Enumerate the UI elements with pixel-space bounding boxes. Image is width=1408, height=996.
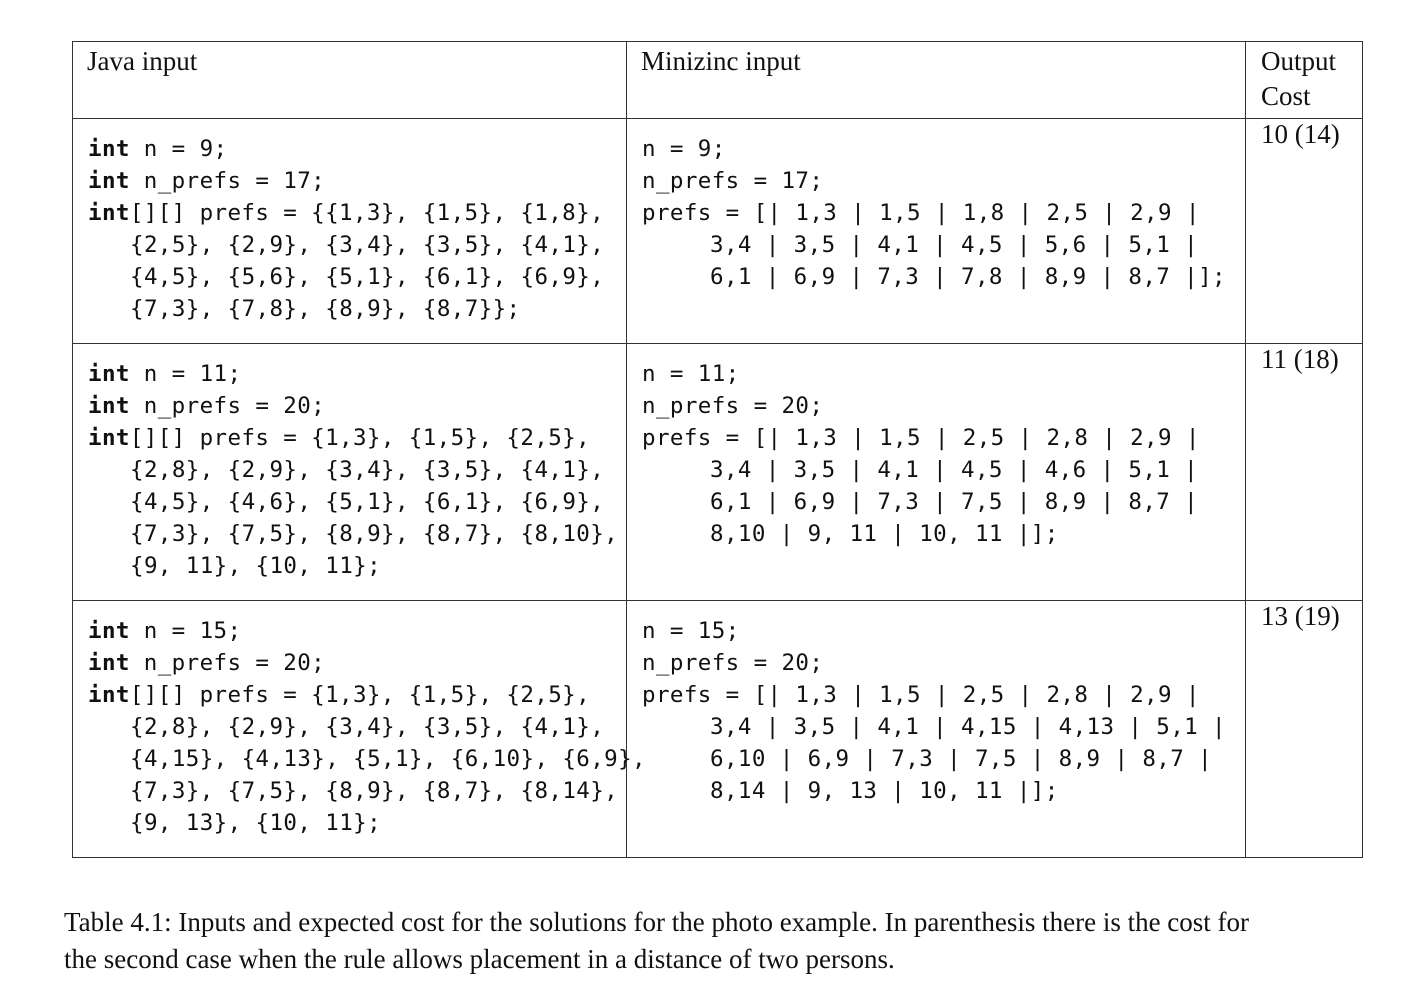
code-line: {2,8}, {2,9}, {3,4}, {3,5}, {4,1}, xyxy=(130,457,605,483)
code-line: n_prefs = 20; xyxy=(642,650,824,676)
header-output-cost-line1: Output xyxy=(1261,46,1337,76)
code-line: 6,1 | 6,9 | 7,3 | 7,8 | 8,9 | 8,7 |]; xyxy=(710,264,1227,290)
keyword: int xyxy=(88,650,130,676)
code-line: 3,4 | 3,5 | 4,1 | 4,5 | 4,6 | 5,1 | xyxy=(710,457,1199,483)
code-line: {4,5}, {4,6}, {5,1}, {6,1}, {6,9}, xyxy=(130,489,605,515)
table-row: int n = 11; int n_prefs = 20; int[][] pr… xyxy=(72,343,1363,601)
table-row: int n = 15; int n_prefs = 20; int[][] pr… xyxy=(72,600,1363,858)
code-line: 8,14 | 9, 13 | 10, 11 |]; xyxy=(710,778,1059,804)
java-input-cell: int n = 15; int n_prefs = 20; int[][] pr… xyxy=(72,600,647,858)
code-line: 6,10 | 6,9 | 7,3 | 7,5 | 8,9 | 8,7 | xyxy=(710,746,1213,772)
keyword: int xyxy=(88,618,130,644)
keyword: int xyxy=(88,393,130,419)
caption-line: the second case when the rule allows pla… xyxy=(64,944,895,974)
code-line: int n = 11; xyxy=(88,358,626,390)
header-minizinc-input: Minizinc input xyxy=(626,41,1246,119)
output-cost-cell: 13 (19) xyxy=(1245,600,1363,858)
code-text: n_prefs = 20; xyxy=(129,650,326,676)
caption-line: Table 4.1: Inputs and expected cost for … xyxy=(64,907,1250,937)
keyword: int xyxy=(88,168,130,194)
code-line: int n_prefs = 20; xyxy=(88,647,626,679)
header-java-input: Java input xyxy=(72,41,627,119)
code-line: n_prefs = 20; xyxy=(642,393,824,419)
header-row: Java input Minizinc input Output Cost xyxy=(72,41,1363,119)
keyword: int xyxy=(88,682,130,708)
code-line: {9, 13}, {10, 11}; xyxy=(130,810,382,836)
table-row: int n = 9; int n_prefs = 17; int[][] pre… xyxy=(72,118,1363,344)
output-cost-cell: 11 (18) xyxy=(1245,343,1363,601)
code-line: int[][] prefs = {1,3}, {1,5}, {2,5}, xyxy=(88,679,626,711)
table-caption: Table 4.1: Inputs and expected cost for … xyxy=(64,904,1374,978)
code-text: [][] prefs = {1,3}, {1,5}, {2,5}, xyxy=(129,682,591,708)
keyword: int xyxy=(88,136,130,162)
minizinc-input-cell: n = 15; n_prefs = 20; prefs = [| 1,3 | 1… xyxy=(626,600,1246,858)
code-line: int[][] prefs = {1,3}, {1,5}, {2,5}, xyxy=(88,422,626,454)
header-output-cost-line2: Cost xyxy=(1261,81,1311,111)
code-line: {7,3}, {7,5}, {8,9}, {8,7}, {8,10}, xyxy=(130,521,619,547)
header-output-cost: Output Cost xyxy=(1245,41,1363,119)
inputs-cost-table: Java input Minizinc input Output Cost in… xyxy=(72,41,1363,858)
code-text: n = 15; xyxy=(129,618,242,644)
code-line: 6,1 | 6,9 | 7,3 | 7,5 | 8,9 | 8,7 | xyxy=(710,489,1199,515)
code-line: {2,8}, {2,9}, {3,4}, {3,5}, {4,1}, xyxy=(130,714,605,740)
code-line: n = 11; xyxy=(642,361,740,387)
minizinc-input-cell: n = 11; n_prefs = 20; prefs = [| 1,3 | 1… xyxy=(626,343,1246,601)
code-line: prefs = [| 1,3 | 1,5 | 1,8 | 2,5 | 2,9 | xyxy=(642,200,1200,226)
java-input-cell: int n = 11; int n_prefs = 20; int[][] pr… xyxy=(72,343,627,601)
keyword: int xyxy=(88,200,130,226)
code-line: int n_prefs = 17; xyxy=(88,165,626,197)
code-text: n = 9; xyxy=(129,136,228,162)
code-text: n_prefs = 20; xyxy=(129,393,326,419)
code-line: 3,4 | 3,5 | 4,1 | 4,15 | 4,13 | 5,1 | xyxy=(710,714,1227,740)
code-line: int[][] prefs = {{1,3}, {1,5}, {1,8}, xyxy=(88,197,626,229)
java-input-cell: int n = 9; int n_prefs = 17; int[][] pre… xyxy=(72,118,627,344)
code-text: [][] prefs = {1,3}, {1,5}, {2,5}, xyxy=(129,425,591,451)
keyword: int xyxy=(88,425,130,451)
code-line: {7,3}, {7,8}, {8,9}, {8,7}}; xyxy=(130,296,521,322)
code-text: n = 11; xyxy=(129,361,242,387)
code-line: int n = 9; xyxy=(88,133,626,165)
code-line: int n = 15; xyxy=(88,615,626,647)
code-line: n = 15; xyxy=(642,618,740,644)
code-line: {7,3}, {7,5}, {8,9}, {8,7}, {8,14}, xyxy=(130,778,619,804)
code-line: n_prefs = 17; xyxy=(642,168,824,194)
code-line: prefs = [| 1,3 | 1,5 | 2,5 | 2,8 | 2,9 | xyxy=(642,425,1200,451)
code-line: prefs = [| 1,3 | 1,5 | 2,5 | 2,8 | 2,9 | xyxy=(642,682,1200,708)
code-line: {4,15}, {4,13}, {5,1}, {6,10}, {6,9}, xyxy=(130,746,647,772)
output-cost-cell: 10 (14) xyxy=(1245,118,1363,344)
keyword: int xyxy=(88,361,130,387)
minizinc-input-cell: n = 9; n_prefs = 17; prefs = [| 1,3 | 1,… xyxy=(626,118,1246,344)
code-text: [][] prefs = {{1,3}, {1,5}, {1,8}, xyxy=(129,200,605,226)
code-line: {2,5}, {2,9}, {3,4}, {3,5}, {4,1}, xyxy=(130,232,605,258)
code-text: n_prefs = 17; xyxy=(129,168,326,194)
code-line: int n_prefs = 20; xyxy=(88,390,626,422)
code-line: {4,5}, {5,6}, {5,1}, {6,1}, {6,9}, xyxy=(130,264,605,290)
code-line: n = 9; xyxy=(642,136,726,162)
code-line: 8,10 | 9, 11 | 10, 11 |]; xyxy=(710,521,1059,547)
code-line: {9, 11}, {10, 11}; xyxy=(130,553,382,579)
code-line: 3,4 | 3,5 | 4,1 | 4,5 | 5,6 | 5,1 | xyxy=(710,232,1199,258)
